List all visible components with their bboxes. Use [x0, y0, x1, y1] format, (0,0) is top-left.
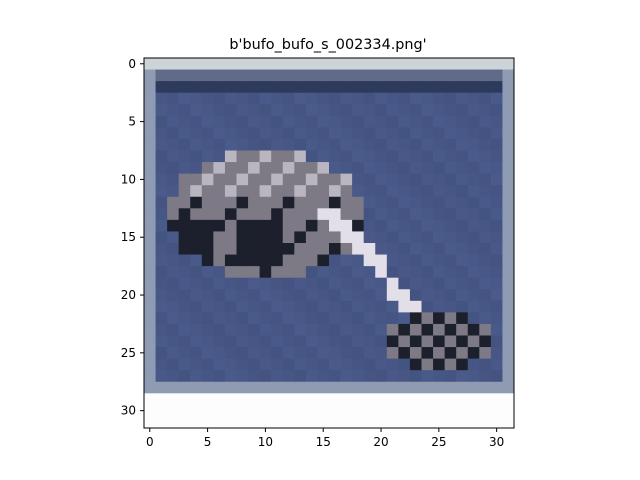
axes-frame: [143, 57, 515, 429]
x-tick-label: 5: [204, 435, 212, 449]
x-tick-label: 25: [431, 435, 446, 449]
x-tick-label: 0: [146, 435, 154, 449]
y-tick-label: 10: [121, 172, 136, 186]
y-tick-label: 20: [121, 288, 136, 302]
figure-title: b'bufo_bufo_s_002334.png': [229, 37, 426, 53]
x-axis: 0 5 10 15 20 25 30: [146, 428, 504, 449]
y-tick-label: 25: [121, 346, 136, 360]
x-tick-label: 10: [258, 435, 273, 449]
y-axis: 0 5 10 15 20 25 30: [121, 57, 144, 418]
pixel-image: [144, 58, 515, 429]
y-tick-label: 30: [121, 404, 136, 418]
y-tick-label: 5: [128, 115, 136, 129]
x-tick-label: 20: [373, 435, 388, 449]
x-tick-label: 15: [316, 435, 331, 449]
x-tick-label: 30: [489, 435, 504, 449]
y-tick-label: 0: [128, 57, 136, 71]
y-tick-label: 15: [121, 230, 136, 244]
